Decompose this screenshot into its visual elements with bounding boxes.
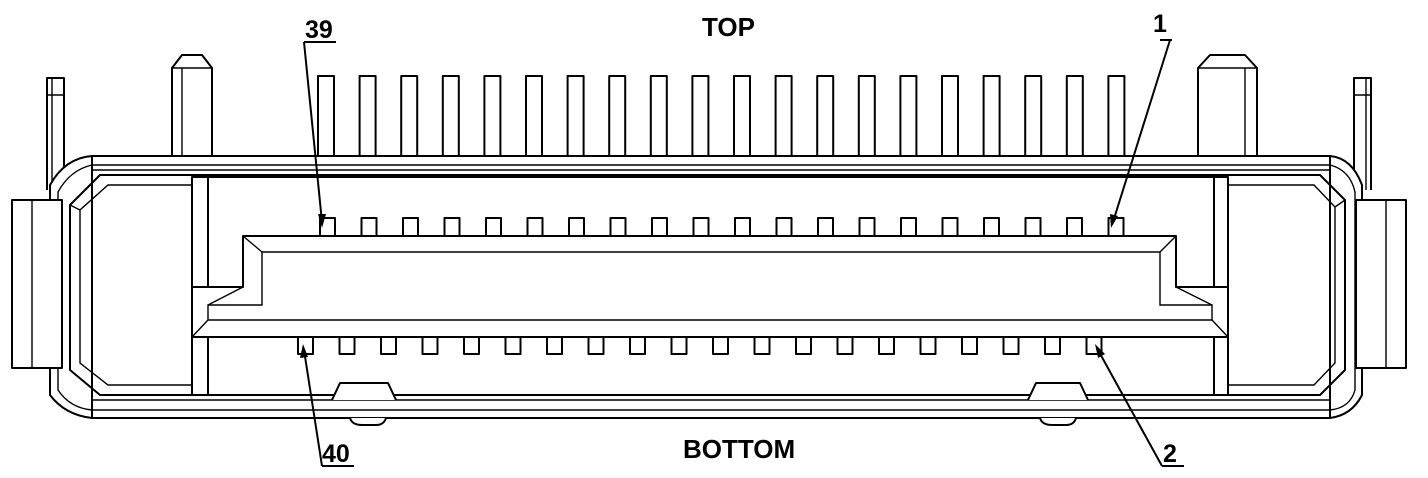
top-contact-pin bbox=[817, 217, 834, 237]
top-contact-row bbox=[319, 217, 1125, 237]
rear-pin-tail bbox=[1024, 75, 1043, 159]
pin-39-label: 39 bbox=[305, 16, 333, 44]
rear-pin-tail bbox=[358, 75, 377, 159]
top-contact-pin bbox=[941, 217, 959, 237]
bottom-contact-pin bbox=[961, 336, 978, 355]
leader-lines bbox=[300, 39, 1184, 467]
rear-pin-tail bbox=[566, 75, 585, 159]
inner-frame bbox=[69, 174, 1346, 396]
pin-40-label: 40 bbox=[322, 440, 350, 468]
bottom-contact-pin bbox=[546, 336, 563, 355]
bottom-left-foot bbox=[331, 382, 397, 426]
rear-pin-tail bbox=[1107, 75, 1126, 159]
center-tongue bbox=[191, 235, 1229, 338]
left-latch-post bbox=[46, 77, 65, 190]
top-contact-pin bbox=[734, 217, 751, 237]
bottom-contact-pin bbox=[587, 336, 605, 355]
top-contact-pin bbox=[983, 217, 1000, 237]
rear-pin-tail bbox=[608, 75, 627, 159]
bottom-contact-pin bbox=[629, 336, 646, 355]
top-contact-pin bbox=[526, 217, 544, 237]
top-contact-pin bbox=[1024, 217, 1042, 237]
rear-pin-tail bbox=[774, 75, 793, 159]
rear-pin-tail bbox=[400, 75, 419, 159]
bottom-contact-pin bbox=[919, 336, 937, 355]
rear-pin-tails bbox=[314, 75, 1129, 159]
bottom-contact-pin bbox=[504, 336, 522, 355]
pin-2-label: 2 bbox=[1163, 440, 1177, 468]
rear-pin-tail bbox=[691, 75, 710, 159]
bottom-contact-pin bbox=[836, 336, 854, 355]
bottom-label: BOTTOM bbox=[683, 434, 795, 464]
rear-pin-tail bbox=[317, 75, 335, 159]
bottom-contact-pin bbox=[878, 336, 895, 355]
rear-pin-tail bbox=[525, 75, 543, 159]
top-label: TOP bbox=[702, 12, 755, 42]
bottom-contact-pin bbox=[421, 336, 439, 355]
top-contact-pin bbox=[360, 217, 378, 237]
bottom-contact-pin bbox=[753, 336, 771, 355]
right-side-block bbox=[1355, 199, 1407, 369]
rear-pin-tail bbox=[733, 75, 751, 159]
left-mounting-post bbox=[171, 54, 213, 159]
top-contact-pin bbox=[900, 217, 917, 237]
left-side-block bbox=[11, 199, 63, 369]
bottom-contact-pin bbox=[338, 336, 356, 355]
pin-1-label: 1 bbox=[1153, 10, 1167, 38]
top-contact-pin bbox=[692, 217, 710, 237]
rear-pin-tail bbox=[649, 75, 668, 159]
top-contact-pin bbox=[775, 217, 793, 237]
rear-pin-tail bbox=[941, 75, 959, 159]
top-contact-pin bbox=[609, 217, 627, 237]
right-latch-post bbox=[1353, 77, 1372, 190]
rear-pin-tail bbox=[483, 75, 502, 159]
top-contact-pin bbox=[443, 217, 461, 237]
bottom-contact-pin bbox=[1002, 336, 1020, 355]
top-contact-pin bbox=[485, 217, 502, 237]
top-contact-pin bbox=[1066, 217, 1083, 237]
rear-pin-tail bbox=[1065, 75, 1084, 159]
top-contact-pin bbox=[568, 217, 585, 237]
bottom-contact-row bbox=[297, 336, 1103, 355]
bottom-contact-pin bbox=[712, 336, 729, 355]
bottom-contact-pin bbox=[463, 336, 480, 355]
right-mounting-post bbox=[1197, 54, 1258, 159]
bottom-right-foot bbox=[1027, 382, 1089, 426]
top-contact-pin bbox=[651, 217, 668, 237]
top-contact-pin bbox=[402, 217, 419, 237]
rear-pin-tail bbox=[441, 75, 460, 159]
top-contact-pin bbox=[858, 217, 876, 237]
rear-pin-tail bbox=[816, 75, 835, 159]
rear-pin-tail bbox=[982, 75, 1001, 159]
rear-pin-tail bbox=[899, 75, 918, 159]
bottom-contact-pin bbox=[380, 336, 397, 355]
rear-pin-tail bbox=[857, 75, 876, 159]
bottom-contact-pin bbox=[1044, 336, 1061, 355]
bottom-contact-pin bbox=[795, 336, 812, 355]
bottom-contact-pin bbox=[670, 336, 688, 355]
